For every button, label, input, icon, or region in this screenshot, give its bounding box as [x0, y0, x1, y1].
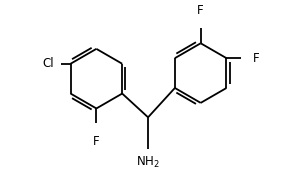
- Text: Cl: Cl: [43, 57, 54, 70]
- Text: F: F: [197, 4, 204, 17]
- Text: F: F: [93, 135, 100, 147]
- Text: NH$_2$: NH$_2$: [136, 155, 160, 170]
- Text: F: F: [253, 52, 259, 65]
